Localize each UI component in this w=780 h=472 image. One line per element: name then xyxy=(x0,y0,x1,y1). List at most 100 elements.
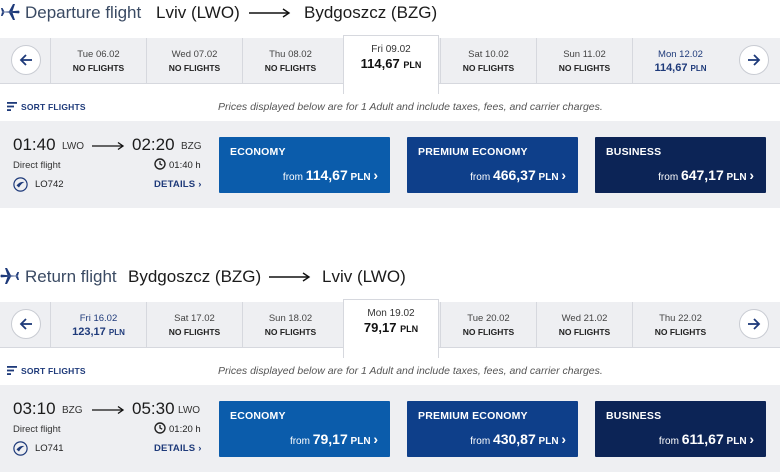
date-option[interactable]: Tue 20.02 NO FLIGHTS xyxy=(440,302,536,348)
date-label: Fri 09.02 xyxy=(371,44,411,55)
fare-price: from 611,67 PLN › xyxy=(658,431,754,447)
date-option[interactable]: Sat 17.02 NO FLIGHTS xyxy=(146,302,242,348)
flight-type: Direct flight xyxy=(13,160,61,171)
prev-dates-button[interactable] xyxy=(11,45,41,75)
chevron-right-icon: › xyxy=(373,167,378,183)
section-title: Departure flight xyxy=(25,3,142,22)
clock-icon xyxy=(154,158,166,170)
fare-price: from 430,87 PLN › xyxy=(470,431,566,447)
chevron-right-icon: › xyxy=(749,167,754,183)
date-label: Sun 18.02 xyxy=(268,313,313,324)
departure-time: 03:10 xyxy=(13,399,56,418)
arrival-airport-code: LWO xyxy=(178,405,201,416)
date-option[interactable]: Sun 18.02 NO FLIGHTS xyxy=(242,302,338,348)
arrow-right-icon xyxy=(748,54,761,66)
flight-type: Direct flight xyxy=(13,424,61,435)
price-note: Prices displayed below are for 1 Adult a… xyxy=(218,101,603,113)
departure-title-row: Departure flight Lviv (LWO) Bydgoszcz (B… xyxy=(0,0,780,26)
airline-logo-icon xyxy=(13,177,28,192)
fare-price: from 114,67 PLN › xyxy=(282,167,378,183)
departure-time: 01:40 xyxy=(13,135,56,154)
fare-name: BUSINESS xyxy=(606,410,662,422)
chevron-right-icon: › xyxy=(198,179,202,190)
sort-row: SORT FLIGHTS Prices displayed below are … xyxy=(0,363,780,379)
arrow-left-icon xyxy=(19,54,32,66)
prev-dates-button[interactable] xyxy=(11,309,41,339)
date-option[interactable]: Sat 10.02 NO FLIGHTS xyxy=(440,38,536,84)
date-option[interactable]: Fri 16.02 123,17 PLN xyxy=(50,302,146,348)
next-dates-button[interactable] xyxy=(739,309,769,339)
fare-business-button[interactable]: BUSINESS from 611,67 PLN › xyxy=(595,401,766,457)
route-destination: Bydgoszcz (BZG) xyxy=(304,3,438,22)
route-origin: Lviv (LWO) xyxy=(156,3,240,22)
date-label: Mon 19.02 xyxy=(367,308,415,319)
route-origin: Bydgoszcz (BZG) xyxy=(128,267,262,286)
fare-price: from 466,37 PLN › xyxy=(470,167,566,183)
date-label: Wed 07.02 xyxy=(171,49,218,60)
sort-row: SORT FLIGHTS Prices displayed below are … xyxy=(0,99,780,115)
arrival-airport-code: BZG xyxy=(181,141,202,152)
no-flights-label: NO FLIGHTS xyxy=(168,327,221,337)
date-label: Sun 11.02 xyxy=(563,49,606,60)
date-price: 79,17 PLN xyxy=(363,320,419,335)
sort-icon xyxy=(7,102,17,111)
chevron-right-icon: › xyxy=(198,443,202,454)
chevron-right-icon: › xyxy=(561,431,566,447)
date-strip: Tue 06.02 NO FLIGHTS Wed 07.02 NO FLIGHT… xyxy=(0,35,780,94)
route-arrow-icon xyxy=(269,272,311,282)
no-flights-label: NO FLIGHTS xyxy=(558,327,611,337)
date-option[interactable]: Sun 11.02 NO FLIGHTS xyxy=(536,38,632,84)
fare-premium-economy-button[interactable]: PREMIUM ECONOMY from 430,87 PLN › xyxy=(407,401,578,457)
fare-economy-button[interactable]: ECONOMY from 79,17 PLN › xyxy=(219,401,390,457)
date-option[interactable]: Thu 22.02 NO FLIGHTS xyxy=(632,302,728,348)
fare-price: from 79,17 PLN › xyxy=(289,431,378,447)
date-option[interactable]: Wed 07.02 NO FLIGHTS xyxy=(146,38,242,84)
flight-duration: 01:40 h xyxy=(169,160,201,171)
price-note: Prices displayed below are for 1 Adult a… xyxy=(218,365,603,377)
no-flights-label: NO FLIGHTS xyxy=(168,63,221,73)
date-option[interactable]: Wed 21.02 NO FLIGHTS xyxy=(536,302,632,348)
no-flights-label: NO FLIGHTS xyxy=(72,63,125,73)
date-label: Thu 22.02 xyxy=(659,313,702,324)
airplane-icon xyxy=(1,4,20,20)
fare-business-button[interactable]: BUSINESS from 647,17 PLN › xyxy=(595,137,766,193)
date-option-selected[interactable]: Fri 09.02 114,67 PLN xyxy=(343,35,439,94)
airline-logo-icon xyxy=(13,441,28,456)
date-option[interactable]: Mon 12.02 114,67 PLN xyxy=(632,38,728,84)
fare-premium-economy-button[interactable]: PREMIUM ECONOMY from 466,37 PLN › xyxy=(407,137,578,193)
no-flights-label: NO FLIGHTS xyxy=(462,327,515,337)
sort-flights-button[interactable]: SORT FLIGHTS xyxy=(21,102,86,112)
date-option-selected[interactable]: Mon 19.02 79,17 PLN xyxy=(343,299,439,358)
sort-icon xyxy=(7,366,17,375)
date-option[interactable]: Tue 06.02 NO FLIGHTS xyxy=(50,38,146,84)
chevron-right-icon: › xyxy=(749,431,754,447)
flight-row: 01:40 LWO 02:20 BZG Direct flight 01:40 … xyxy=(0,121,780,208)
chevron-right-icon: › xyxy=(561,167,566,183)
route-arrow-icon xyxy=(249,8,291,18)
date-label: Tue 06.02 xyxy=(77,49,120,60)
fare-economy-button[interactable]: ECONOMY from 114,67 PLN › xyxy=(219,137,390,193)
date-strip: Fri 16.02 123,17 PLN Sat 17.02 NO FLIGHT… xyxy=(0,299,780,358)
fare-name: BUSINESS xyxy=(606,146,662,158)
date-label: Mon 12.02 xyxy=(658,49,703,60)
date-option[interactable]: Thu 08.02 NO FLIGHTS xyxy=(242,38,338,84)
departure-airport-code: BZG xyxy=(62,405,83,416)
arrow-right-icon xyxy=(748,318,761,330)
fare-name: PREMIUM ECONOMY xyxy=(418,146,528,158)
details-link[interactable]: DETAILS › xyxy=(154,179,202,190)
flight-duration: 01:20 h xyxy=(169,424,201,435)
route-destination: Lviv (LWO) xyxy=(322,267,406,286)
sort-flights-button[interactable]: SORT FLIGHTS xyxy=(21,366,86,376)
flight-arrow-icon xyxy=(92,405,125,415)
return-title-row: Return flight Bydgoszcz (BZG) Lviv (LWO) xyxy=(0,264,780,290)
flight-arrow-icon xyxy=(92,141,125,151)
details-link[interactable]: DETAILS › xyxy=(154,443,202,454)
date-label: Tue 20.02 xyxy=(467,313,510,324)
airplane-icon xyxy=(0,268,19,284)
next-dates-button[interactable] xyxy=(739,45,769,75)
no-flights-label: NO FLIGHTS xyxy=(264,327,317,337)
date-price: 123,17 PLN xyxy=(72,326,125,338)
arrival-time: 05:30 xyxy=(132,399,175,418)
no-flights-label: NO FLIGHTS xyxy=(264,63,317,73)
no-flights-label: NO FLIGHTS xyxy=(462,63,515,73)
